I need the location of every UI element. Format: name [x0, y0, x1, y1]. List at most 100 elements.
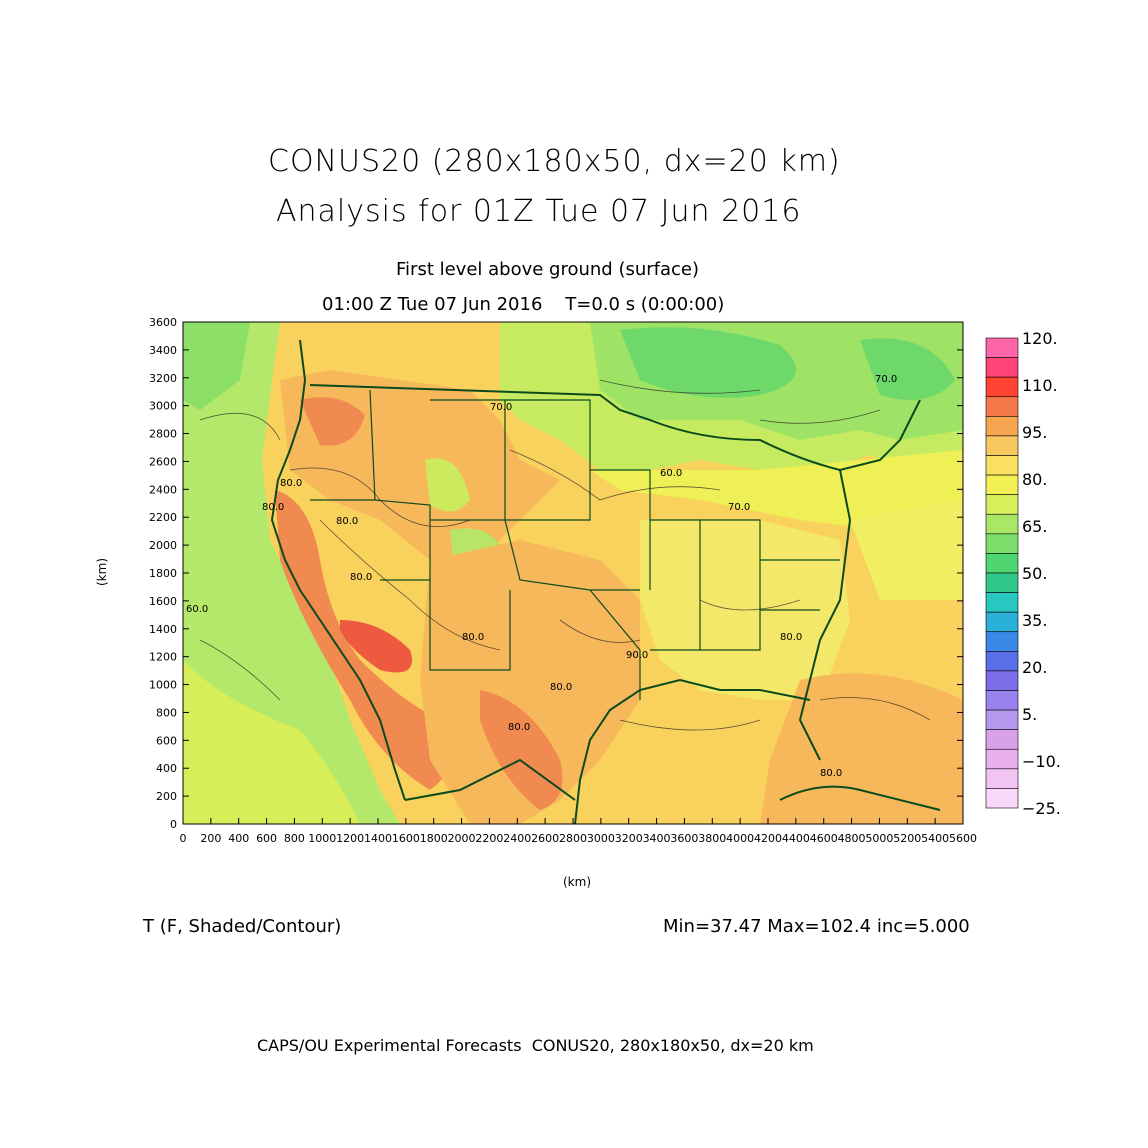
contour-label: 70.0 [490, 402, 512, 413]
colorbar-label: −10. [1022, 752, 1061, 771]
colorbar-swatch [985, 651, 1019, 672]
contour-label: 60.0 [660, 468, 682, 479]
y-tick-label: 2000 [149, 539, 177, 552]
x-tick-label: 2800 [559, 832, 587, 845]
x-axis-ticks: 0 200 400 600 800 1000 1200 1400 1600 1800 2000 220… [180, 818, 977, 845]
x-tick-label: 400 [228, 832, 249, 845]
y-tick-label: 600 [156, 734, 177, 747]
x-tick-label: 2600 [531, 832, 559, 845]
colorbar-swatch [985, 494, 1019, 515]
colorbar-swatch [985, 592, 1019, 613]
colorbar-swatch [985, 670, 1019, 691]
x-tick-label: 4400 [782, 832, 810, 845]
colorbar-swatch [985, 357, 1019, 378]
y-tick-label: 800 [156, 706, 177, 719]
y-tick-label: 200 [156, 790, 177, 803]
contour-label: 80.0 [336, 516, 358, 527]
y-tick-label: 1400 [149, 623, 177, 636]
canada-border [309, 384, 651, 421]
x-tick-label: 1400 [364, 832, 392, 845]
colorbar-label: 50. [1022, 564, 1047, 583]
colorbar-swatch [985, 709, 1019, 730]
y-tick-label: 3400 [149, 344, 177, 357]
y-tick-label: 400 [156, 762, 177, 775]
state-borders [310, 389, 840, 700]
colorbar-swatch [985, 474, 1019, 495]
x-tick-label: 3400 [643, 832, 671, 845]
colorbar-label: 35. [1022, 611, 1047, 630]
y-tick-label: 3200 [149, 372, 177, 385]
y-tick-label: 2600 [149, 455, 177, 468]
pacific-cool-region [183, 322, 400, 824]
canada-coldest-region [620, 327, 796, 398]
colorbar-swatch [985, 611, 1019, 633]
colorbar-swatch [985, 396, 1019, 417]
credit-line: CAPS/OU Experimental Forecasts CONUS20, … [257, 1036, 814, 1055]
contour-label: 70.0 [728, 502, 750, 513]
colorbar-swatch [985, 416, 1019, 437]
y-tick-label: 1600 [149, 595, 177, 608]
colorbar-label: −25. [1022, 799, 1061, 818]
coastline-borders [270, 339, 941, 824]
x-tick-label: 1000 [308, 832, 336, 845]
x-tick-label: 4200 [754, 832, 782, 845]
x-tick-label: 3600 [670, 832, 698, 845]
midwest-mild-region [590, 450, 963, 530]
west-coastline [270, 339, 406, 801]
y-tick-label: 1800 [149, 567, 177, 580]
y-axis-title: (km) [95, 558, 109, 586]
y-tick-label: 3000 [149, 400, 177, 413]
east-coastline [798, 469, 852, 761]
y-tick-label: 1200 [149, 651, 177, 664]
contour-label: 80.0 [350, 572, 372, 583]
x-tick-label: 5000 [865, 832, 893, 845]
colorbar-label: 95. [1022, 423, 1047, 442]
x-tick-label: 1200 [336, 832, 364, 845]
colorbar-swatch [985, 337, 1019, 358]
x-tick-label: 5200 [893, 832, 921, 845]
contour-label: 90.0 [626, 650, 648, 661]
colorbar-swatch [985, 553, 1019, 574]
x-tick-label: 1600 [392, 832, 420, 845]
y-tick-label: 2400 [149, 483, 177, 496]
desert-hottest-region [340, 620, 412, 673]
wyoming-cool-region [425, 458, 470, 512]
y-tick-label: 1000 [149, 679, 177, 692]
atlantic-mild-region [850, 500, 963, 600]
colorbar [985, 337, 1019, 809]
colorbar-swatch [985, 513, 1019, 535]
x-axis-title: (km) [563, 875, 591, 889]
contour-label: 80.0 [280, 478, 302, 489]
x-tick-label: 3200 [615, 832, 643, 845]
x-tick-label: 4600 [810, 832, 838, 845]
colorbar-label: 80. [1022, 470, 1047, 489]
oregon-hot-region [300, 397, 365, 446]
colorbar-swatch [985, 455, 1019, 476]
contour-label: 80.0 [820, 768, 842, 779]
temperature-contours [199, 379, 931, 731]
contour-label: 80.0 [550, 682, 572, 693]
temperature-field: 80.0 70.0 60.0 80.0 80.0 60.0 70.0 70.0 … [183, 322, 963, 824]
y-tick-label: 2200 [149, 511, 177, 524]
colorbar-swatch [985, 748, 1019, 770]
colorbar-swatch [985, 435, 1019, 456]
contour-label: 80.0 [262, 502, 284, 513]
colorbar-label: 120. [1022, 329, 1058, 348]
x-tick-label: 3800 [698, 832, 726, 845]
x-tick-label: 4800 [838, 832, 866, 845]
y-axis-ticks: 0 200 400 600 800 1000 1200 1400 1600 1800 2000 220… [149, 316, 963, 831]
colorbar-swatch [985, 729, 1019, 750]
y-tick-label: 2800 [149, 428, 177, 441]
main-title-line1: CONUS20 (280x180x50, dx=20 km) [268, 144, 841, 179]
main-title-line2: Analysis for 01Z Tue 07 Jun 2016 [276, 194, 802, 229]
x-tick-label: 200 [200, 832, 221, 845]
contour-label: 80.0 [508, 722, 530, 733]
contour-label: 70.0 [875, 374, 897, 385]
colorbar-label: 65. [1022, 517, 1047, 536]
x-tick-label: 0 [180, 832, 187, 845]
colorbar-swatch [985, 572, 1019, 593]
x-tick-label: 2000 [448, 832, 476, 845]
field-stats: Min=37.47 Max=102.4 inc=5.000 [663, 916, 970, 937]
level-subtitle: First level above ground (surface) [396, 259, 700, 280]
colorbar-labels: 120. 110. 95. 80. 65. 50. 35. 20. 5. −10. −25. [1022, 329, 1061, 818]
